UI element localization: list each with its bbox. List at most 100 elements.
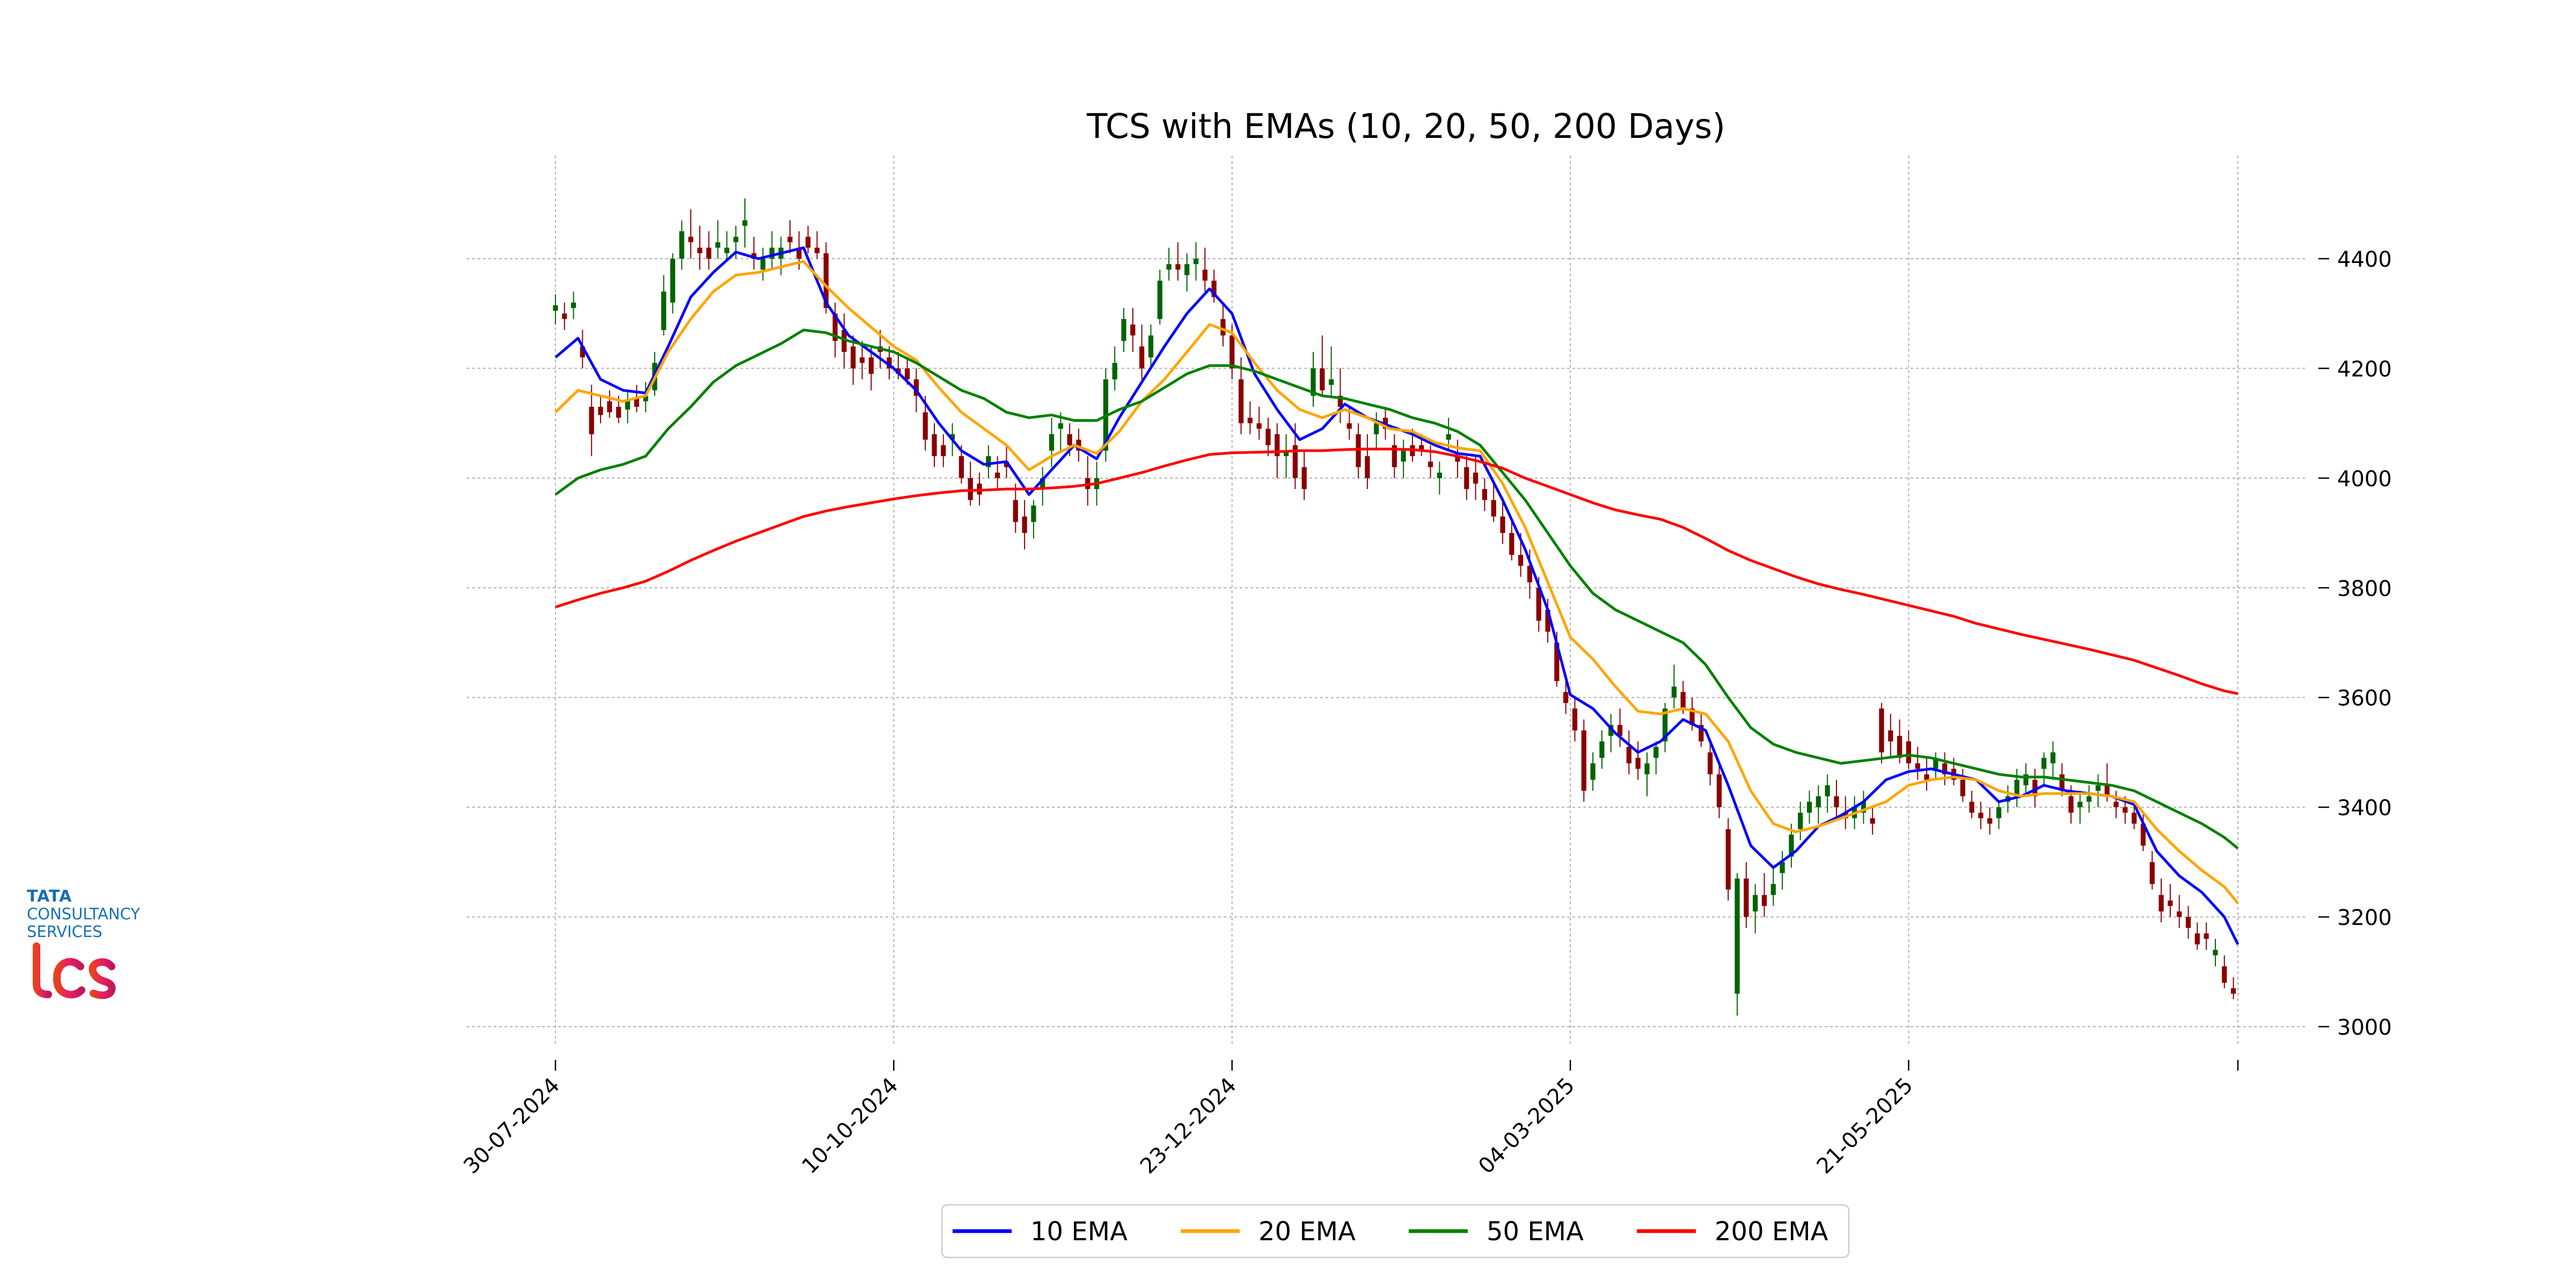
candle-down	[1924, 758, 1929, 791]
candle-down	[995, 456, 1000, 489]
candle-body	[1870, 818, 1875, 824]
candle-body	[1374, 423, 1379, 435]
candle-body	[1464, 467, 1469, 489]
candle-down	[1699, 714, 1704, 747]
candle-body	[1725, 829, 1731, 890]
candle-body	[1527, 566, 1533, 583]
candle-down	[1915, 747, 1920, 780]
candle-body	[2023, 774, 2029, 786]
x-tick-label: 10-10-2024	[797, 1073, 903, 1179]
candle-down	[1978, 801, 1984, 830]
candle-body	[751, 253, 757, 259]
candle-up	[986, 445, 991, 478]
candle-body	[1211, 280, 1217, 297]
candle-down	[562, 302, 567, 330]
candle-up	[1861, 791, 1867, 824]
candle-down	[1527, 549, 1533, 599]
candle-down	[1716, 763, 1722, 818]
candle-body	[562, 313, 567, 319]
candle-body	[806, 237, 811, 248]
candle-body	[724, 247, 730, 253]
candle-body	[1076, 440, 1081, 451]
candle-body	[1770, 884, 1776, 895]
candle-body	[2068, 796, 2074, 813]
candle-down	[688, 209, 693, 259]
candle-body	[787, 237, 793, 243]
candle-down	[2032, 769, 2038, 808]
legend-item: 20 EMA	[1181, 1217, 1356, 1247]
candle-body	[1058, 423, 1063, 429]
candle-body	[1653, 747, 1659, 758]
candle-body	[986, 456, 991, 467]
candle-up	[1996, 801, 2002, 830]
candle-body	[1067, 434, 1072, 445]
candle-down	[1085, 456, 1091, 506]
candle-body	[1879, 708, 1884, 752]
y-tick-label: 3600	[2337, 686, 2392, 711]
candle-body	[1518, 554, 1524, 566]
ema-line-50	[554, 328, 2239, 850]
candle-body	[968, 478, 973, 500]
candle-up	[2014, 769, 2019, 808]
candle-down	[806, 225, 811, 253]
candle-body	[1401, 450, 1406, 462]
candle-body	[904, 368, 910, 379]
candle-down	[868, 346, 874, 391]
candle-body	[1942, 763, 1948, 774]
candle-body	[1708, 752, 1713, 774]
candle-down	[1139, 324, 1145, 379]
candle-down	[2194, 922, 2200, 950]
candle-up	[1816, 785, 1821, 824]
candle-down	[1175, 242, 1181, 281]
candle-down	[1572, 697, 1578, 742]
candle-body	[2077, 801, 2083, 808]
candle-down	[1708, 741, 1713, 786]
candle-body	[2041, 758, 2047, 769]
candle-body	[1536, 588, 1541, 621]
candle-down	[1247, 401, 1253, 435]
candle-body	[570, 302, 576, 308]
candle-body	[995, 472, 1000, 478]
candle-body	[2158, 895, 2164, 912]
candle-down	[1464, 456, 1469, 500]
candle-body	[1744, 879, 1749, 917]
candle-body	[1193, 259, 1199, 265]
candle-up	[715, 220, 721, 259]
candle-body	[1969, 801, 1974, 813]
candle-body	[1996, 807, 2002, 818]
candle-down	[941, 434, 946, 467]
candle-body	[1635, 758, 1641, 769]
candle-body	[2213, 949, 2218, 956]
candle-body	[1554, 642, 1560, 682]
candle-up	[1374, 412, 1379, 451]
candle-up	[2095, 774, 2101, 808]
candle-up	[1049, 418, 1055, 467]
candle-down	[1987, 807, 1993, 835]
candle-body	[1608, 724, 1614, 736]
candle-body	[1662, 708, 1668, 742]
candle-body	[1563, 692, 1569, 703]
grid-lines	[467, 156, 2308, 1044]
ema-line-200	[555, 448, 2238, 696]
candle-body	[1329, 379, 1334, 385]
x-tick-label: 30-07-2024	[459, 1073, 565, 1179]
candle-body	[1455, 456, 1460, 462]
candle-body	[1978, 813, 1984, 818]
candle-body	[742, 220, 748, 226]
candle-up	[1112, 346, 1117, 391]
candle-body	[2113, 801, 2119, 808]
candle-body	[2087, 796, 2092, 802]
candle-body	[607, 401, 612, 413]
candle-down	[1365, 434, 1370, 489]
candle-down	[787, 220, 793, 253]
candle-down	[1356, 423, 1361, 478]
candle-up	[2041, 752, 2047, 786]
candle-down	[1022, 500, 1027, 550]
candle-body	[1356, 434, 1361, 467]
candle-body	[670, 259, 676, 303]
ema-line-10	[554, 246, 2240, 945]
candle-up	[1329, 346, 1334, 396]
candle-body	[950, 434, 955, 440]
candle-down	[697, 225, 702, 270]
